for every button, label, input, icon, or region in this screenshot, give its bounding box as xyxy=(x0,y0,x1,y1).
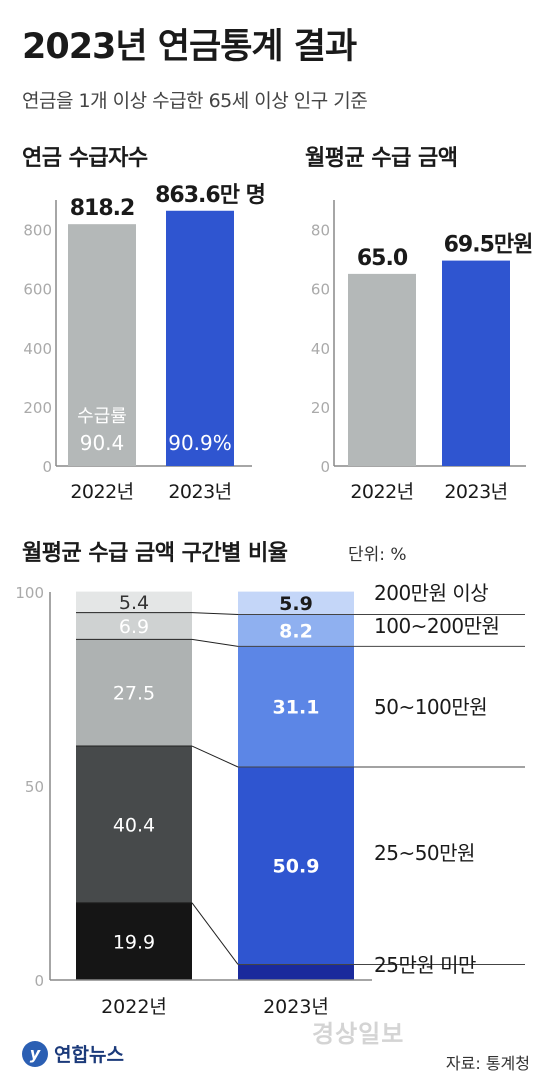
bar-2023년 xyxy=(166,210,234,466)
yonhap-logo-text: 연합뉴스 xyxy=(54,1044,124,1066)
legend-label: 50~100만원 xyxy=(374,695,487,719)
x-tick-label: 2023년 xyxy=(444,481,507,503)
y-tick-label: 20 xyxy=(311,399,330,417)
stack-segment-1 xyxy=(238,766,354,965)
y-tick-label: 50 xyxy=(25,778,44,796)
y-tick-label: 100 xyxy=(15,584,44,602)
stack-segment-4 xyxy=(76,591,192,613)
x-tick-label: 2022년 xyxy=(350,481,413,503)
data-label: 818.2 xyxy=(70,196,135,221)
y-tick-label: 0 xyxy=(42,458,52,476)
rate-caption: 수급률 xyxy=(77,406,127,427)
x-tick-label: 2023년 xyxy=(263,996,329,1018)
stack-segment-0 xyxy=(238,964,354,980)
bar-2023년 xyxy=(442,260,510,466)
y-tick-label: 400 xyxy=(23,340,52,358)
stack-segment-1 xyxy=(76,746,192,903)
stack-segment-4 xyxy=(238,591,354,615)
legend-label: 200만원 이상 xyxy=(374,581,488,605)
segment-label: 27.5 xyxy=(113,683,155,705)
legend-label: 25만원 미만 xyxy=(374,953,476,977)
connector-line xyxy=(191,745,239,768)
yonhap-logo-icon: y xyxy=(22,1040,48,1067)
segment-label: 40.4 xyxy=(113,814,155,836)
chart3-amount-distribution: 05010019.940.427.56.95.44.050.931.18.25.… xyxy=(15,581,525,1018)
y-tick-label: 80 xyxy=(311,222,330,240)
segment-label: 19.9 xyxy=(113,931,155,953)
legend-label: 25~50만원 xyxy=(374,841,475,865)
x-tick-label: 2023년 xyxy=(168,481,231,503)
chart1-title: 연금 수급자수 xyxy=(22,146,148,171)
y-tick-label: 0 xyxy=(320,458,330,476)
connector-line xyxy=(191,612,239,616)
page-subtitle: 연금을 1개 이상 수급한 65세 이상 인구 기준 xyxy=(22,90,368,112)
bar-2022년 xyxy=(68,224,136,466)
chart2-monthly-amount: 0 20 40 60 80 65.0 2022년 69.5만원 2023년 xyxy=(311,200,533,503)
chart1-recipients: 0 200 400 600 800 818.2 2022년 863.6만 명 2023년 수급률 9… xyxy=(23,183,266,503)
y-tick-label: 600 xyxy=(23,281,52,299)
stack-segment-2 xyxy=(76,639,192,747)
segment-label: 31.1 xyxy=(273,697,320,719)
y-tick-label: 200 xyxy=(23,399,52,417)
chart3-unit: 단위: % xyxy=(348,545,407,565)
yonhap-logo: y 연합뉴스 xyxy=(22,1040,124,1067)
y-tick-label: 40 xyxy=(311,340,330,358)
y-tick-label: 800 xyxy=(23,222,52,240)
segment-label: 6.9 xyxy=(119,616,149,638)
rate-label: 90.9% xyxy=(168,431,232,455)
y-tick-label: 0 xyxy=(34,972,44,990)
legend-label: 100~200만원 xyxy=(374,614,499,638)
stack-segment-3 xyxy=(76,612,192,640)
chart3-title: 월평균 수급 금액 구간별 비율 xyxy=(22,541,288,566)
data-label: 863.6만 명 xyxy=(155,183,265,208)
bar-2022년 xyxy=(348,273,416,466)
segment-label: 5.4 xyxy=(119,592,149,614)
segment-label: 5.9 xyxy=(279,593,313,615)
x-tick-label: 2022년 xyxy=(101,996,167,1018)
rate-label: 90.4 xyxy=(80,431,125,455)
data-label: 69.5만원 xyxy=(444,233,533,258)
segment-label: 8.2 xyxy=(279,620,313,642)
x-tick-label: 2022년 xyxy=(70,481,133,503)
segment-label: 50.9 xyxy=(273,856,320,878)
stack-segment-2 xyxy=(238,646,354,767)
source-note: 자료: 통계청 xyxy=(445,1054,530,1073)
stack-segment-0 xyxy=(76,902,192,980)
data-label: 65.0 xyxy=(357,246,408,271)
chart2-title: 월평균 수급 금액 xyxy=(305,146,458,171)
page-title: 2023년 연금통계 결과 xyxy=(22,27,357,67)
stack-segment-3 xyxy=(238,614,354,647)
y-tick-label: 60 xyxy=(311,281,330,299)
connector-line xyxy=(191,902,239,965)
watermark: 경상일보 xyxy=(312,1020,405,1048)
connector-line xyxy=(191,638,239,647)
